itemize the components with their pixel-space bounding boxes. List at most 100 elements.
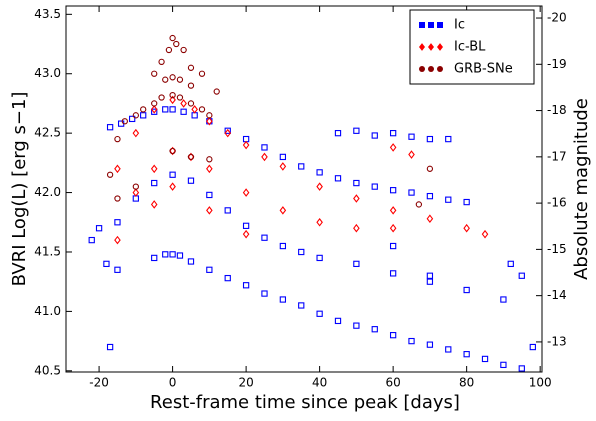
point — [426, 341, 434, 348]
legend-marker — [437, 43, 443, 51]
point — [114, 219, 121, 226]
point — [162, 251, 169, 258]
point — [261, 144, 268, 151]
legend-marker — [428, 22, 434, 28]
y2-axis-label: Absolute magnitude — [571, 98, 592, 280]
point — [224, 127, 231, 134]
point — [180, 99, 187, 108]
y-tick-label: 42.5 — [34, 126, 61, 140]
point — [151, 108, 158, 115]
point — [279, 162, 287, 171]
point — [151, 70, 158, 77]
point — [242, 188, 250, 197]
y2-tick-label: -15 — [547, 242, 567, 256]
y2-tick-label: -19 — [547, 57, 567, 71]
y-tick-label: 41.5 — [34, 244, 61, 258]
x-tick-label: 100 — [529, 376, 552, 390]
point — [180, 46, 187, 54]
point — [224, 128, 232, 138]
point — [518, 272, 525, 279]
point — [279, 206, 287, 215]
point — [176, 252, 184, 259]
point — [165, 46, 173, 54]
point — [140, 106, 147, 113]
point — [445, 135, 452, 143]
legend-label: Ic — [454, 18, 465, 33]
point — [353, 179, 360, 187]
point — [169, 91, 176, 99]
point — [353, 260, 360, 268]
point — [279, 153, 287, 161]
point — [187, 152, 195, 162]
point — [206, 206, 213, 215]
point — [187, 258, 195, 265]
point — [95, 225, 103, 232]
point — [481, 355, 489, 363]
point — [334, 129, 342, 137]
point — [408, 133, 415, 140]
x-axis-label: Rest-frame time since peak [days] — [150, 392, 460, 413]
point — [481, 229, 489, 239]
point — [463, 351, 470, 358]
point — [198, 106, 206, 113]
y2-tick-label: -20 — [547, 11, 567, 25]
point — [206, 156, 213, 163]
point — [426, 192, 434, 200]
point — [408, 337, 415, 345]
y-tick-label: 43.0 — [34, 66, 61, 80]
y-tick-label: 40.5 — [34, 363, 61, 377]
point — [150, 164, 158, 174]
point — [213, 88, 220, 95]
legend-marker — [428, 43, 434, 51]
point — [389, 129, 397, 137]
y2-tick-label: -13 — [547, 334, 567, 348]
point — [169, 95, 176, 105]
x-tick-label: 40 — [312, 376, 327, 390]
point — [114, 195, 121, 202]
point — [415, 201, 423, 208]
point — [445, 346, 452, 353]
point — [426, 272, 434, 279]
point — [173, 40, 180, 48]
point — [518, 365, 525, 372]
point — [114, 266, 121, 273]
x-tick-label: 20 — [238, 376, 253, 390]
point — [353, 194, 360, 203]
point — [353, 127, 360, 134]
point — [242, 282, 250, 289]
point — [353, 322, 360, 329]
point — [206, 112, 213, 119]
point — [206, 164, 213, 174]
point — [151, 254, 158, 262]
point — [187, 100, 195, 107]
legend-marker — [428, 66, 434, 72]
point — [426, 135, 434, 143]
plot-frame — [65, 5, 543, 373]
point — [316, 217, 323, 227]
point — [150, 200, 158, 209]
y-tick-label: 41.0 — [34, 304, 61, 318]
point — [114, 135, 121, 143]
point — [353, 223, 360, 233]
point — [187, 153, 195, 161]
point — [162, 106, 169, 113]
point — [151, 100, 158, 107]
point — [176, 94, 184, 101]
point — [463, 223, 470, 233]
legend-marker — [419, 22, 425, 28]
y2-tick-label: -18 — [547, 103, 567, 117]
point — [88, 236, 95, 244]
legend-marker — [419, 66, 425, 72]
point — [242, 229, 250, 239]
point — [389, 332, 397, 339]
point — [316, 254, 323, 262]
y2-tick-label: -14 — [547, 288, 567, 302]
x-tick-label: 60 — [385, 376, 400, 390]
point — [191, 105, 198, 114]
point — [298, 248, 305, 256]
point — [198, 70, 206, 77]
point — [426, 165, 434, 172]
y-axis-label: BVRI Log(L) [erg s−1] — [9, 92, 30, 287]
point — [334, 317, 342, 325]
point — [371, 132, 378, 139]
